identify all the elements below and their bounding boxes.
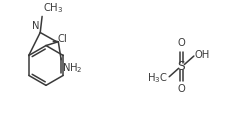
Text: O: O bbox=[178, 38, 185, 48]
Text: S: S bbox=[178, 60, 185, 73]
Text: N: N bbox=[32, 21, 39, 31]
Text: H$_3$C: H$_3$C bbox=[147, 71, 168, 85]
Text: OH: OH bbox=[195, 50, 210, 60]
Text: CH$_3$: CH$_3$ bbox=[43, 2, 64, 15]
Text: NH$_2$: NH$_2$ bbox=[62, 62, 82, 75]
Text: O: O bbox=[178, 84, 185, 94]
Text: Cl: Cl bbox=[57, 34, 67, 44]
